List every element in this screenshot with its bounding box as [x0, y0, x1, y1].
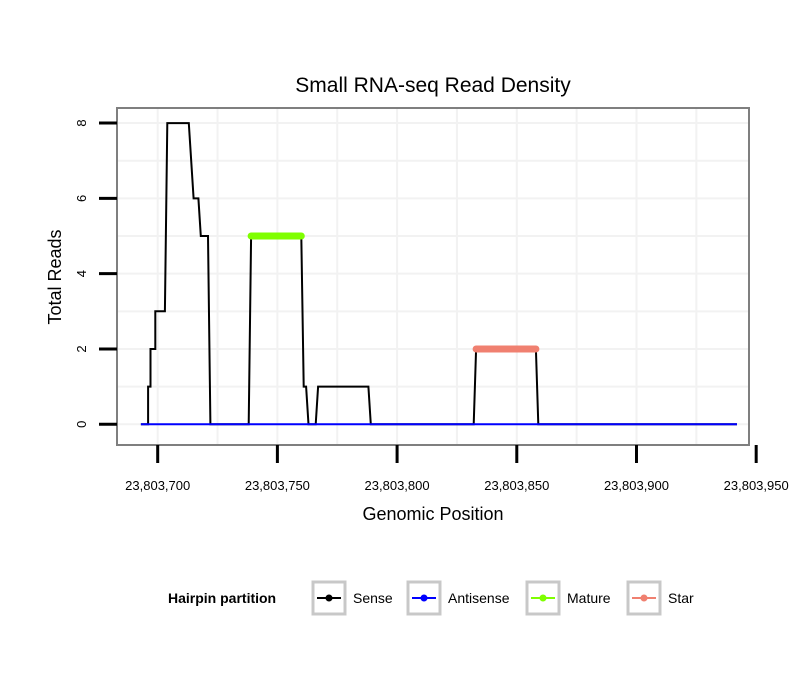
x-axis-title: Genomic Position: [362, 504, 503, 524]
x-tick-label: 23,803,900: [604, 478, 669, 493]
legend: Hairpin partition Sense Antisense Mature St…: [168, 580, 694, 616]
panel-border: [116, 107, 750, 446]
legend-label-star: Star: [668, 590, 694, 606]
y-tick-label: 2: [74, 345, 89, 352]
legend-key-dot-antisense: [420, 594, 428, 602]
legend-label-sense: Sense: [353, 590, 393, 606]
legend-label-mature: Mature: [567, 590, 611, 606]
grid-layer: [117, 108, 749, 445]
legend-key-dot-mature: [539, 594, 547, 602]
x-tick-label: 23,803,950: [724, 478, 789, 493]
y-tick-label: 6: [74, 195, 89, 202]
y-axis-title: Total Reads: [45, 229, 65, 324]
chart-title: Small RNA-seq Read Density: [295, 74, 571, 97]
y-tick-label: 0: [74, 421, 89, 428]
x-tick-label: 23,803,850: [484, 478, 549, 493]
y-tick-label: 4: [74, 270, 89, 277]
legend-key-dot-star: [640, 594, 648, 602]
x-tick-label: 23,803,750: [245, 478, 310, 493]
axis-layer: 23,803,700 23,803,750 23,803,800 23,803,850…: [74, 119, 789, 493]
legend-key-dot-sense: [325, 594, 333, 602]
y-tick-label: 8: [74, 119, 89, 126]
x-tick-label: 23,803,800: [365, 478, 430, 493]
series-layer: [140, 122, 737, 426]
legend-label-antisense: Antisense: [448, 590, 510, 606]
legend-title: Hairpin partition: [168, 590, 276, 606]
x-tick-label: 23,803,700: [125, 478, 190, 493]
